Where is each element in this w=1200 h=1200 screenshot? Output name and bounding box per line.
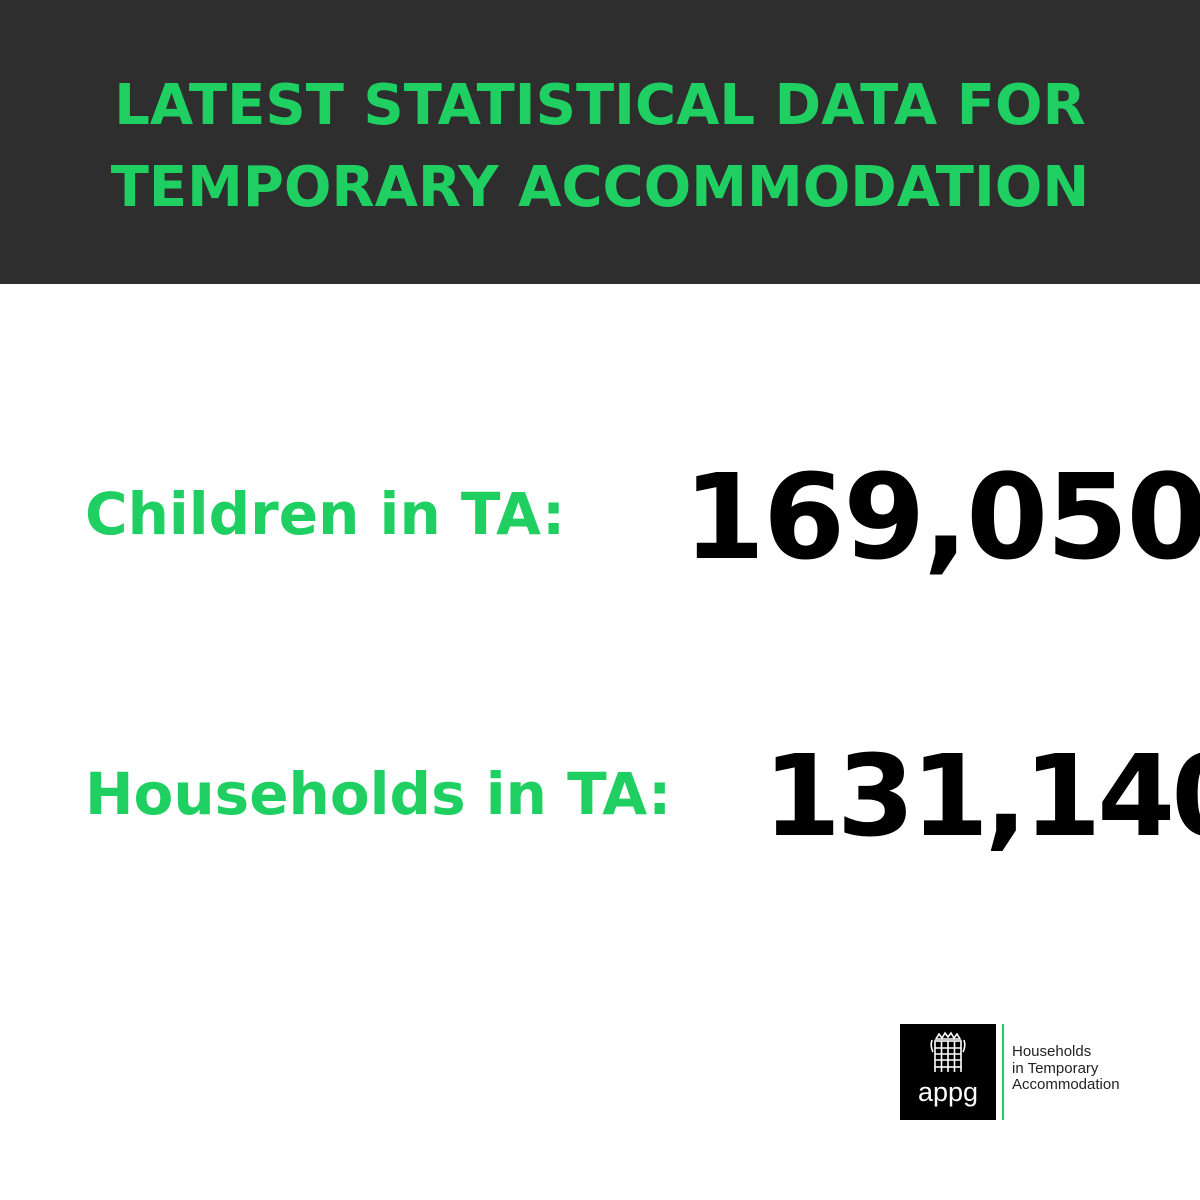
households-in-ta-label: Households in TA: (85, 760, 672, 828)
portcullis-icon (930, 1031, 966, 1072)
logo-text-line-3: Accommodation (1012, 1076, 1120, 1093)
logo-appg-text: appg (917, 1077, 979, 1107)
children-in-ta-label: Children in TA: (85, 480, 566, 548)
logo-mark: appg (900, 1024, 996, 1120)
header-title-line-1: LATEST STATISTICAL DATA FOR (114, 73, 1086, 138)
logo-divider (1002, 1024, 1004, 1120)
header-banner: LATEST STATISTICAL DATA FOR TEMPORARY AC… (0, 0, 1200, 284)
households-in-ta-value: 131,140 (763, 732, 1200, 862)
appg-logo: appg Households in Temporary Accommodati… (900, 1024, 1150, 1120)
logo-text-line-2: in Temporary (1012, 1060, 1099, 1077)
logo-text-line-1: Households (1012, 1043, 1092, 1060)
children-in-ta-value: 169,050 (683, 448, 1200, 586)
header-title-line-2: TEMPORARY ACCOMMODATION (110, 155, 1090, 220)
